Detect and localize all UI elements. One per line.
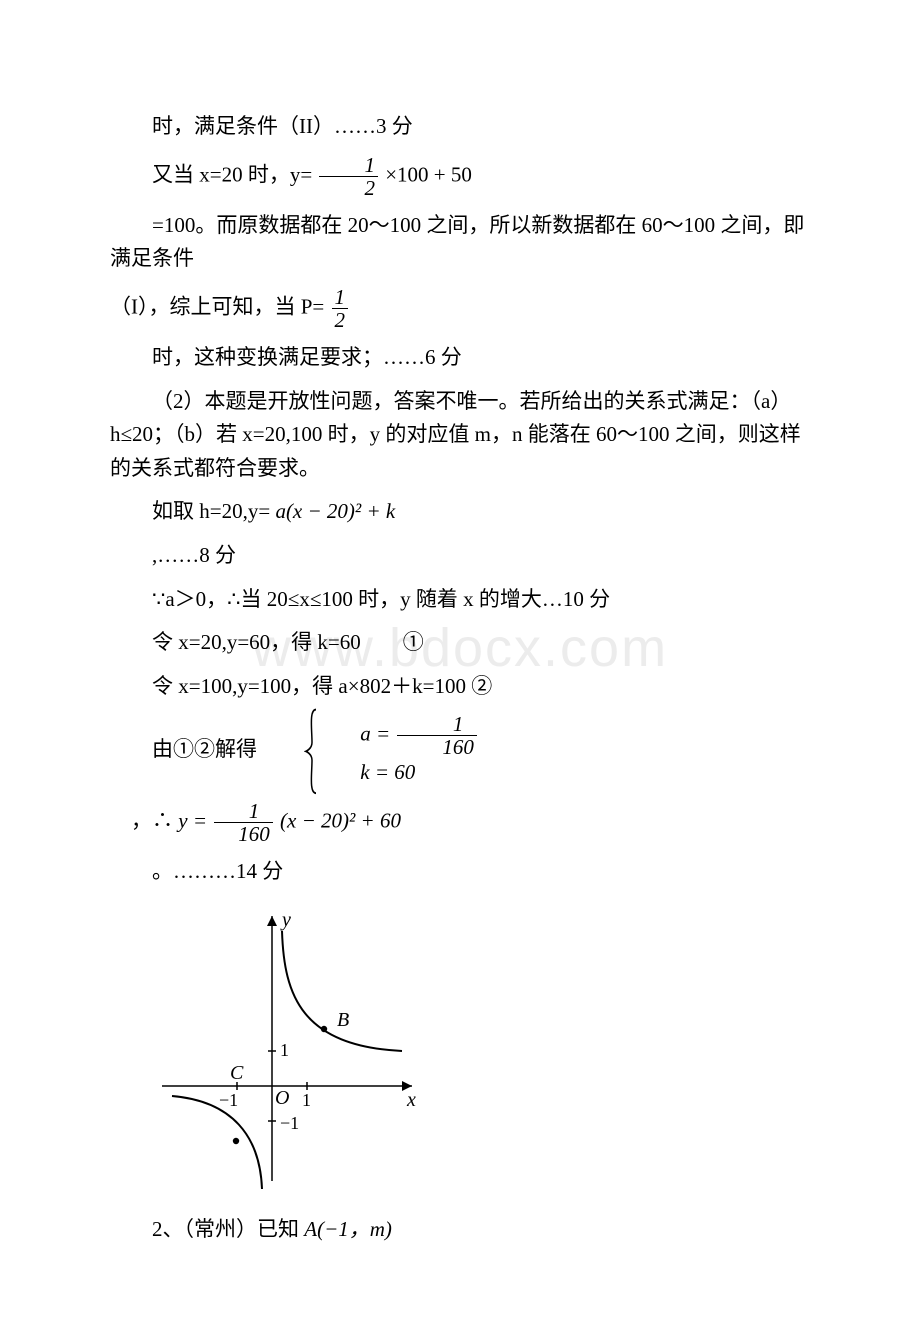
sys-row2: k = 60: [318, 758, 479, 787]
line-5: 时，这种变换满足要求；……6 分: [110, 341, 810, 375]
graph-y-label: y: [280, 909, 291, 931]
line-13-pre: ，∴: [131, 808, 173, 832]
sys-row1-lhs: a =: [360, 722, 390, 746]
line-15-math: A(−1，m): [304, 1217, 392, 1241]
sys-row1-num: 1: [397, 713, 477, 736]
line-9: ∵a＞0，∴当 20≤x≤100 时，y 随着 x 的增大…10 分: [110, 583, 810, 617]
document-body: 时，满足条件（II）……3 分 又当 x=20 时，y= 1 2 ×100 + …: [110, 110, 810, 1247]
line-4-frac: 1 2: [332, 286, 349, 331]
line-14: 。………14 分: [110, 855, 810, 889]
line-6-text: （2）本题是开放性问题，答案不唯一。若所给出的关系式满足：（a）h≤20；（b）…: [110, 385, 810, 486]
line-15: 2、（常州）已知 A(−1，m): [110, 1213, 810, 1247]
line-7-pre: 如取 h=20,y=: [152, 499, 270, 523]
line-10: 令 x=20,y=60，得 k=60 ①: [110, 626, 810, 660]
line-8: ,……8 分: [110, 539, 810, 573]
graph-tick-1-x: 1: [302, 1090, 311, 1110]
line-1: 时，满足条件（II）……3 分: [110, 110, 810, 144]
line-3: =100。而原数据都在 20～100 之间，所以新数据都在 60～100 之间，…: [110, 209, 810, 276]
line-13-den: 160: [214, 823, 273, 845]
line-13-frac: 1 160: [214, 800, 273, 845]
line-2-pre: 又当 x=20 时，y=: [152, 162, 312, 186]
line-2-frac-num: 1: [319, 154, 378, 177]
line-4-frac-den: 2: [332, 309, 349, 331]
graph-tick-neg1-y: −1: [280, 1113, 299, 1133]
line-12: 由①②解得 a = 1 160 k = 60: [110, 713, 810, 790]
line-2-frac-den: 2: [319, 177, 378, 199]
line-4-pre: （I），综上可知，当 P=: [110, 294, 324, 318]
line-13-post: (x − 20)² + 60: [280, 808, 401, 832]
line-4-frac-num: 1: [332, 286, 349, 309]
graph-tick-1-y: 1: [280, 1040, 289, 1060]
graph-O-label: O: [275, 1087, 289, 1109]
graph-B-label: B: [337, 1009, 349, 1031]
line-2-post: ×100 + 50: [385, 162, 472, 186]
line-6: （2）本题是开放性问题，答案不唯一。若所给出的关系式满足：（a）h≤20；（b）…: [110, 385, 810, 486]
line-7: 如取 h=20,y= a(x − 20)² + k: [110, 495, 810, 529]
line-11: 令 x=100,y=100，得 a×802＋k=100 ②: [110, 670, 810, 704]
line-12-pre: 由①②解得: [152, 737, 257, 761]
line-2-frac: 1 2: [319, 154, 378, 199]
line-12-system: a = 1 160 k = 60: [262, 713, 479, 790]
graph-tick-neg1-x: −1: [219, 1090, 238, 1110]
line-13: ，∴ y = 1 160 (x − 20)² + 60: [110, 800, 810, 845]
line-7-math: a(x − 20)² + k: [275, 499, 395, 523]
line-13-y: y =: [178, 808, 207, 832]
sys-row1-frac: 1 160: [397, 713, 477, 758]
graph-x-label: x: [406, 1089, 416, 1111]
line-15-pre: 2、（常州）已知: [152, 1217, 299, 1241]
hyperbola-graph: y x B C O 1 1 −1 −1: [152, 901, 810, 1202]
graph-C-label: C: [230, 1062, 244, 1084]
brace-icon: [262, 707, 276, 796]
line-2: 又当 x=20 时，y= 1 2 ×100 + 50: [110, 154, 810, 199]
line-4: （I），综上可知，当 P= 1 2: [110, 286, 810, 331]
sys-row1-den: 160: [397, 736, 477, 758]
line-13-num: 1: [214, 800, 273, 823]
